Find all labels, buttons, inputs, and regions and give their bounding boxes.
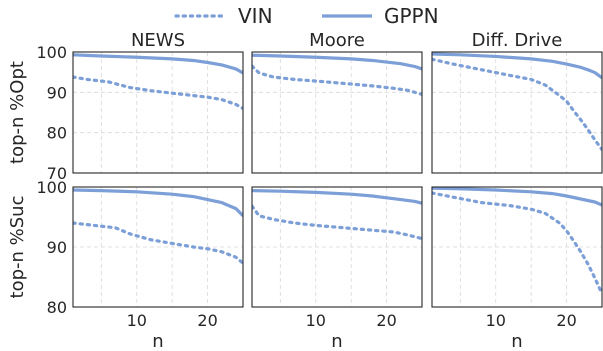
series-line-gppn-panel-1 bbox=[252, 53, 422, 71]
y-tick-label-3-1: 90 bbox=[47, 238, 67, 257]
chart-panels: NEWS 70 80 90 100 Moore Diff. Drive 80 90 100 10 20… bbox=[36, 30, 603, 330]
panel-5: 10 20 bbox=[431, 186, 603, 330]
axis-labels: top-n %Opt top-n %Suc n n n bbox=[7, 61, 523, 351]
x-tick-label-3-1: 20 bbox=[197, 311, 217, 330]
series-line-gppn-panel-0 bbox=[73, 53, 243, 75]
panel-frame-1 bbox=[251, 51, 423, 174]
x-tick-label-5-0: 10 bbox=[486, 311, 506, 330]
panel-frame-0 bbox=[72, 51, 244, 174]
y-axis-label-row-1: top-n %Suc bbox=[7, 196, 28, 299]
y-axis-label-row-0: top-n %Opt bbox=[7, 61, 28, 164]
x-axis-label-5: n bbox=[511, 331, 522, 351]
legend: VIN GPPN bbox=[174, 4, 439, 28]
x-axis-label-3: n bbox=[152, 331, 163, 351]
y-tick-label-0-0: 70 bbox=[47, 164, 67, 183]
panel-frame-3 bbox=[72, 186, 244, 308]
series-line-gppn-panel-2 bbox=[432, 52, 602, 80]
legend-label-vin: VIN bbox=[238, 4, 273, 28]
x-axis-label-4: n bbox=[331, 331, 342, 351]
series-line-vin-panel-0 bbox=[73, 75, 243, 111]
x-tick-label-4-1: 20 bbox=[376, 311, 396, 330]
panel-frame-4 bbox=[251, 186, 423, 308]
series-line-vin-panel-1 bbox=[252, 64, 422, 96]
panel-4: 10 20 bbox=[251, 186, 423, 330]
series-line-gppn-panel-3 bbox=[73, 188, 243, 217]
series-line-gppn-panel-5 bbox=[432, 187, 602, 207]
panel-1: Moore bbox=[251, 30, 423, 174]
panel-title-0: NEWS bbox=[131, 30, 185, 51]
panel-0: NEWS 70 80 90 100 bbox=[36, 30, 244, 183]
legend-label-gppn: GPPN bbox=[384, 4, 439, 28]
x-tick-label-3-0: 10 bbox=[127, 311, 147, 330]
y-tick-label-0-1: 80 bbox=[47, 124, 67, 143]
y-tick-label-3-0: 80 bbox=[47, 298, 67, 317]
series-line-gppn-panel-4 bbox=[252, 189, 422, 205]
panel-frame-2 bbox=[431, 51, 603, 174]
panel-3: 80 90 100 10 20 bbox=[36, 178, 244, 330]
series-line-vin-panel-5 bbox=[432, 191, 602, 296]
y-tick-label-0-2: 90 bbox=[47, 83, 67, 102]
y-tick-label-0-3: 100 bbox=[36, 43, 67, 62]
series-line-vin-panel-2 bbox=[432, 57, 602, 152]
y-tick-label-3-2: 100 bbox=[36, 178, 67, 197]
panel-frame-5 bbox=[431, 186, 603, 308]
panel-title-1: Moore bbox=[309, 30, 365, 51]
panel-2: Diff. Drive bbox=[431, 30, 603, 174]
series-line-vin-panel-4 bbox=[252, 204, 422, 241]
x-tick-label-5-1: 20 bbox=[556, 311, 576, 330]
x-tick-label-4-0: 10 bbox=[306, 311, 326, 330]
panel-title-2: Diff. Drive bbox=[472, 30, 563, 51]
series-line-vin-panel-3 bbox=[73, 221, 243, 265]
